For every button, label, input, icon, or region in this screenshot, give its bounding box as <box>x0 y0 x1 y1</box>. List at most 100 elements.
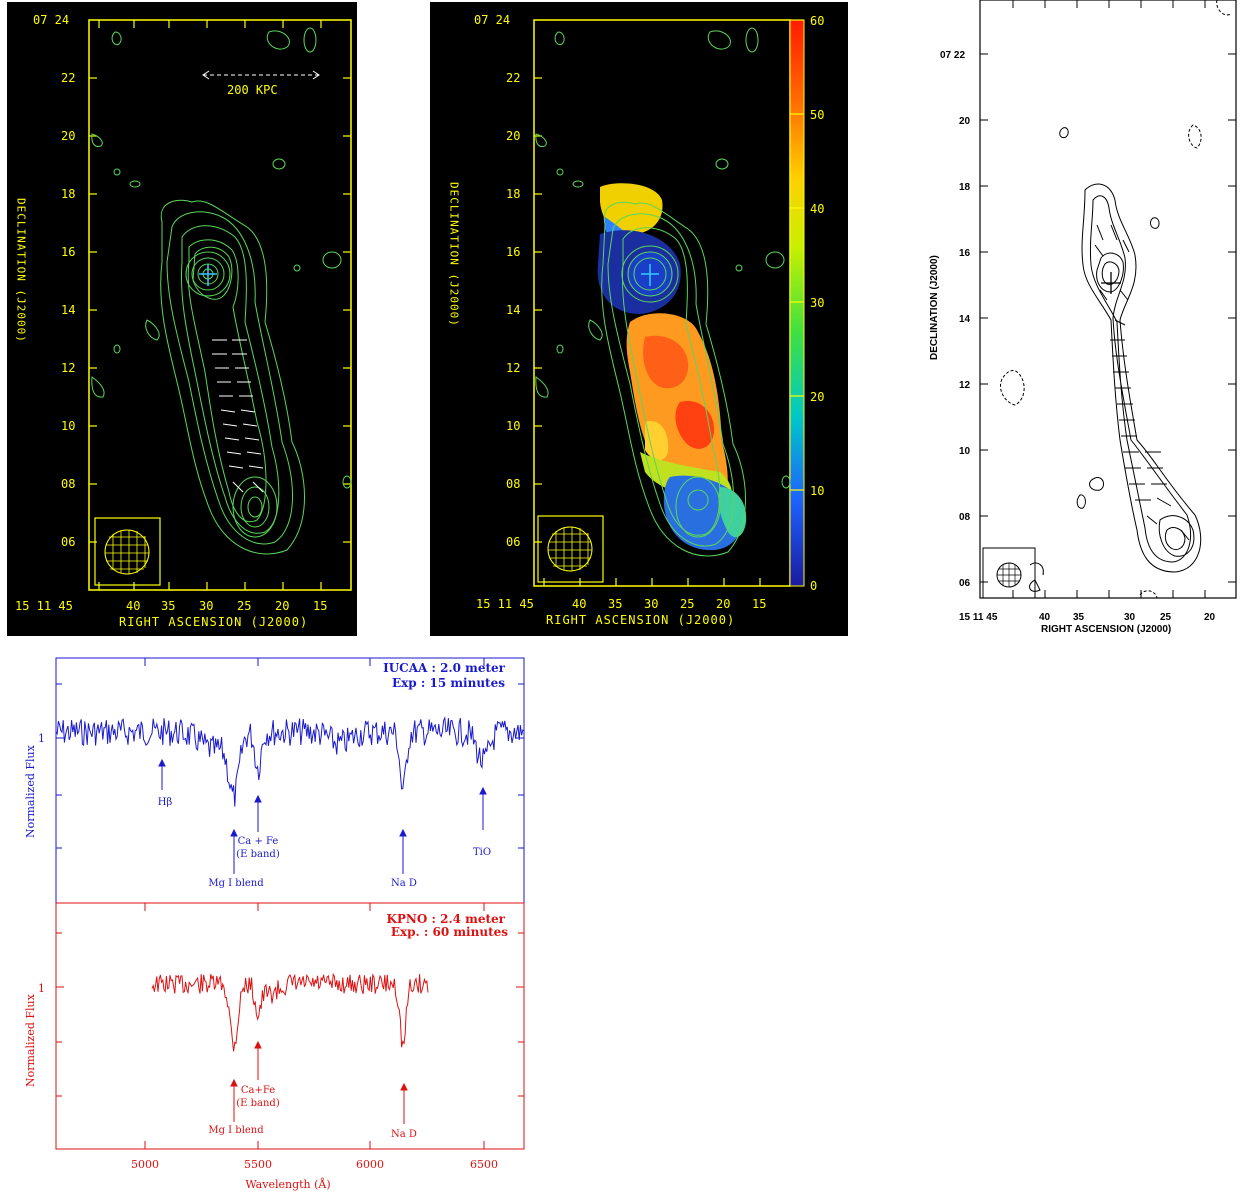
iucaa-title: IUCAA : 2.0 meter <box>383 661 506 675</box>
iucaa-spectrum-line <box>55 716 525 807</box>
dec-tick-marks <box>534 19 804 586</box>
cafe-label: Ca+Fe <box>241 1085 275 1096</box>
cafe-label: Ca + Fe <box>238 836 279 847</box>
ra-tick-label: 30 <box>644 597 658 611</box>
ra-tick-label: 15 11 45 <box>15 599 73 613</box>
dec-tick-label: 18 <box>959 182 971 193</box>
mg-label: Mg I blend <box>208 1125 264 1136</box>
ra-tick-label: 25 <box>237 599 251 613</box>
dec-tick-label: 08 <box>959 512 971 523</box>
kpno-spectrum-line <box>151 972 429 1052</box>
core-cross-marker <box>199 264 217 286</box>
ra-tick-label: 20 <box>275 599 289 613</box>
colorbar-tick-label: 40 <box>810 202 824 216</box>
ra-axis-label: RIGHT ASCENSION (J2000) <box>546 613 735 627</box>
top-ytick-label: 1 <box>38 732 45 745</box>
ra-tick-label: 30 <box>1124 612 1136 623</box>
spectra-canvas: IUCAA : 2.0 meter Exp : 15 minutes 1 Nor… <box>24 657 525 1191</box>
top-line-arrows <box>158 758 487 874</box>
ra-tick-label: 25 <box>680 597 694 611</box>
dec-tick-label: 06 <box>959 578 971 589</box>
dec-tick-label: 16 <box>61 245 75 259</box>
beam-box <box>982 547 1036 599</box>
dec-tick-label: 14 <box>959 314 971 325</box>
ra-tick-label: 15 11 45 <box>476 597 534 611</box>
colorbar-tick-label: 60 <box>810 14 824 28</box>
tio-label: TiO <box>473 847 491 858</box>
dec-tick-label: 10 <box>506 419 520 433</box>
dec-tick-label: 14 <box>506 303 520 317</box>
dec-axis-label: DECLINATION (J2000) <box>929 255 940 360</box>
mg-label: Mg I blend <box>208 878 264 889</box>
dec-tick-label: 18 <box>61 187 75 201</box>
radio-map-middle-canvas: 07 24 22 20 18 16 14 12 10 08 06 15 11 4… <box>448 13 825 627</box>
bottom-line-arrows <box>230 1040 408 1124</box>
ra-tick-label: 15 <box>313 599 327 613</box>
colorbar <box>789 19 805 587</box>
tick-marks <box>980 0 1236 598</box>
dec-tick-marks <box>89 20 351 590</box>
ra-tick-label: 15 <box>752 597 766 611</box>
bottom-ylabel: Normalized Flux <box>24 993 37 1087</box>
xtick-label: 6500 <box>470 1158 498 1171</box>
ra-tick-label: 20 <box>716 597 730 611</box>
dec-axis-label: DECLINATION (J2000) <box>448 182 461 327</box>
dec-tick-label: 08 <box>61 477 75 491</box>
negative-contours <box>1000 0 1232 599</box>
top-ticks <box>56 658 524 849</box>
xtick-label: 5500 <box>244 1158 272 1171</box>
radio-map-middle: 07 24 22 20 18 16 14 12 10 08 06 15 11 4… <box>430 2 848 636</box>
iucaa-exposure: Exp : 15 minutes <box>392 676 505 690</box>
dec-tick-label: 20 <box>506 129 520 143</box>
xtick-label: 5000 <box>131 1158 159 1171</box>
kpno-exposure: Exp. : 60 minutes <box>391 925 508 939</box>
polarization-intensity-image <box>597 183 747 551</box>
ra-tick-label: 15 11 45 <box>959 612 998 623</box>
xlabel: Wavelength (Å) <box>245 1177 330 1191</box>
nad-label: Na D <box>391 878 417 889</box>
colorbar-tick-label: 30 <box>810 296 824 310</box>
xtick-label: 6000 <box>356 1158 384 1171</box>
dec-tick-label: 06 <box>506 535 520 549</box>
ra-tick-label: 40 <box>1039 612 1051 623</box>
radio-map-left: 07 24 22 20 18 16 14 12 10 08 06 15 11 4… <box>7 2 357 636</box>
dec-tick-label: 14 <box>61 303 75 317</box>
hbeta-label: Hβ <box>158 797 173 808</box>
dec-tick-label: 18 <box>506 187 520 201</box>
radio-map-right: 07 22 20 18 16 14 12 10 08 06 15 11 45 4… <box>925 0 1245 640</box>
polarization-vectors <box>1094 224 1190 541</box>
radio-map-left-canvas: 07 24 22 20 18 16 14 12 10 08 06 15 11 4… <box>15 13 352 629</box>
dec-tick-label: 10 <box>959 446 971 457</box>
colorbar-tick-label: 50 <box>810 108 824 122</box>
plot-frame <box>979 0 1237 599</box>
scale-bar <box>202 70 320 80</box>
polarization-vectors <box>212 339 264 493</box>
top-dec-label: 07 24 <box>474 13 510 27</box>
dec-tick-label: 20 <box>959 116 971 127</box>
plot-frame <box>88 19 352 591</box>
dec-tick-label: 10 <box>61 419 75 433</box>
colorbar-tick-label: 10 <box>810 484 824 498</box>
dec-tick-label: 12 <box>959 380 971 391</box>
ra-tick-label: 40 <box>126 599 140 613</box>
dec-axis-label: DECLINATION (J2000) <box>15 198 28 343</box>
bottom-panel-frame <box>55 902 525 1150</box>
ra-tick-label: 40 <box>572 597 586 611</box>
dec-tick-label: 22 <box>506 71 520 85</box>
radio-map-right-canvas: 07 22 20 18 16 14 12 10 08 06 15 11 45 4… <box>929 0 1237 635</box>
colorbar-tick-label: 0 <box>810 579 817 593</box>
dec-tick-label: 07 22 <box>940 50 965 61</box>
kpno-title: KPNO : 2.4 meter <box>386 912 505 926</box>
ra-axis-label: RIGHT ASCENSION (J2000) <box>119 615 308 629</box>
top-ylabel: Normalized Flux <box>24 744 37 838</box>
ra-tick-label: 30 <box>199 599 213 613</box>
core-cross-marker <box>641 264 659 286</box>
bottom-ytick-label: 1 <box>38 982 45 995</box>
ra-tick-label: 20 <box>1204 612 1216 623</box>
dec-tick-label: 22 <box>61 71 75 85</box>
top-dec-label: 07 24 <box>33 13 69 27</box>
dec-tick-label: 16 <box>959 248 971 259</box>
dec-tick-label: 20 <box>61 129 75 143</box>
nad-label: Na D <box>391 1129 417 1140</box>
beam-box <box>94 517 161 586</box>
